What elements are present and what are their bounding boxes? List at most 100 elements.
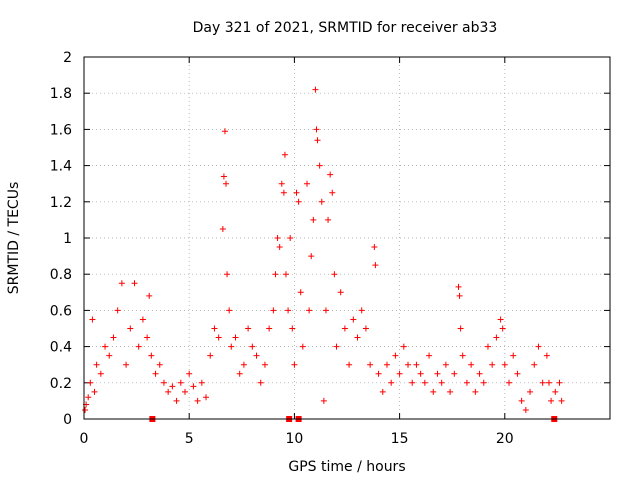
data-point [396,370,403,377]
data-point [186,370,193,377]
data-point [198,379,205,386]
plot-frame [83,56,611,420]
data-point [354,334,361,341]
data-point [463,379,470,386]
data-point [539,379,546,386]
data-point [447,388,454,395]
data-point [400,343,407,350]
data-point [173,397,180,404]
data-point [223,180,230,187]
data-point [211,325,218,332]
data-point [372,262,379,269]
data-point [240,361,247,368]
data-point [405,361,412,368]
data-point [331,271,338,278]
data-point [430,388,437,395]
data-point [409,379,416,386]
data-point [97,370,104,377]
x-tick-label: 10 [285,431,303,447]
data-point [497,316,504,323]
data-point [215,334,222,341]
data-point [144,334,151,341]
data-point [493,334,500,341]
data-point [306,307,313,314]
data-point [156,361,163,368]
y-tick-label: 1.4 [50,159,72,175]
data-point [417,370,424,377]
data-point [548,397,555,404]
data-point [118,280,125,287]
data-point [545,379,552,386]
data-point [457,325,464,332]
data-point [556,379,563,386]
x-axis-label: GPS time / hours [288,459,405,475]
data-point [329,189,336,196]
data-point [350,316,357,323]
data-point [245,325,252,332]
data-points [82,86,565,413]
data-point [203,394,210,401]
data-point [455,283,462,290]
data-point [139,316,146,323]
data-point [93,361,100,368]
data-point [85,394,92,401]
y-tick-label: 2 [63,50,72,66]
data-point [442,361,449,368]
data-point [346,361,353,368]
data-point [438,379,445,386]
data-point [87,379,94,386]
data-point [232,334,239,341]
data-point [304,180,311,187]
x-tick-label: 0 [80,431,89,447]
data-point [207,352,214,359]
data-point [127,325,134,332]
data-point [527,388,534,395]
data-point [413,361,420,368]
data-point [219,225,226,232]
data-point [190,383,197,390]
data-point [249,343,256,350]
data-point [543,352,550,359]
x-tick-label: 20 [496,431,514,447]
y-tick-label: 0.6 [50,303,72,319]
data-point [327,171,334,178]
data-point [297,289,304,296]
data-point [291,361,298,368]
data-point [362,325,369,332]
data-point [295,198,302,205]
data-point [194,397,201,404]
data-point [299,343,306,350]
data-point [177,379,184,386]
x-tick-label: 15 [391,431,409,447]
data-point [106,352,113,359]
data-point [114,307,121,314]
data-point [224,271,231,278]
data-point [89,316,96,323]
data-point [253,352,260,359]
data-point [358,307,365,314]
data-point [337,289,344,296]
data-point [325,216,332,223]
data-point [451,370,458,377]
data-point [226,307,233,314]
data-point [221,128,228,135]
data-point [371,244,378,251]
data-point [383,361,390,368]
data-point [236,370,243,377]
data-point [181,388,188,395]
data-point [531,361,538,368]
data-point [322,307,329,314]
y-tick-label: 0.2 [50,376,72,392]
data-point [316,162,323,169]
data-point [135,343,142,350]
data-point [510,352,517,359]
data-point [280,189,287,196]
data-point [518,397,525,404]
data-point [472,388,479,395]
data-point [274,235,281,241]
data-point [522,406,529,413]
data-point [468,361,475,368]
y-tick-label: 0.8 [50,267,72,283]
data-point [434,370,441,377]
data-point [276,244,283,251]
